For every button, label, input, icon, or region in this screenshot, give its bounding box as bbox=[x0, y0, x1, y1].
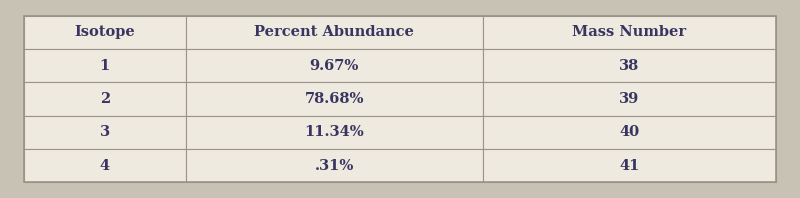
Text: 11.34%: 11.34% bbox=[304, 125, 364, 139]
Text: Mass Number: Mass Number bbox=[572, 26, 686, 39]
Bar bbox=[482, 49, 776, 82]
Text: 38: 38 bbox=[619, 59, 639, 73]
Text: 3: 3 bbox=[100, 125, 110, 139]
Text: Percent Abundance: Percent Abundance bbox=[254, 26, 414, 39]
Text: Isotope: Isotope bbox=[74, 26, 135, 39]
Text: 39: 39 bbox=[619, 92, 639, 106]
Bar bbox=[24, 82, 186, 116]
Text: .31%: .31% bbox=[314, 159, 354, 172]
Text: 78.68%: 78.68% bbox=[305, 92, 364, 106]
Bar bbox=[186, 149, 482, 182]
Bar bbox=[482, 82, 776, 116]
Text: 9.67%: 9.67% bbox=[310, 59, 359, 73]
Bar bbox=[24, 49, 186, 82]
Bar bbox=[24, 16, 186, 49]
Bar bbox=[186, 116, 482, 149]
Text: 2: 2 bbox=[100, 92, 110, 106]
Text: 40: 40 bbox=[619, 125, 639, 139]
Text: 41: 41 bbox=[619, 159, 639, 172]
Bar bbox=[482, 149, 776, 182]
Text: 4: 4 bbox=[100, 159, 110, 172]
Bar bbox=[186, 82, 482, 116]
Bar bbox=[482, 116, 776, 149]
Text: 1: 1 bbox=[100, 59, 110, 73]
Bar bbox=[24, 149, 186, 182]
Bar bbox=[186, 16, 482, 49]
Bar bbox=[24, 116, 186, 149]
Bar bbox=[24, 16, 776, 182]
Bar bbox=[186, 49, 482, 82]
Bar bbox=[482, 16, 776, 49]
